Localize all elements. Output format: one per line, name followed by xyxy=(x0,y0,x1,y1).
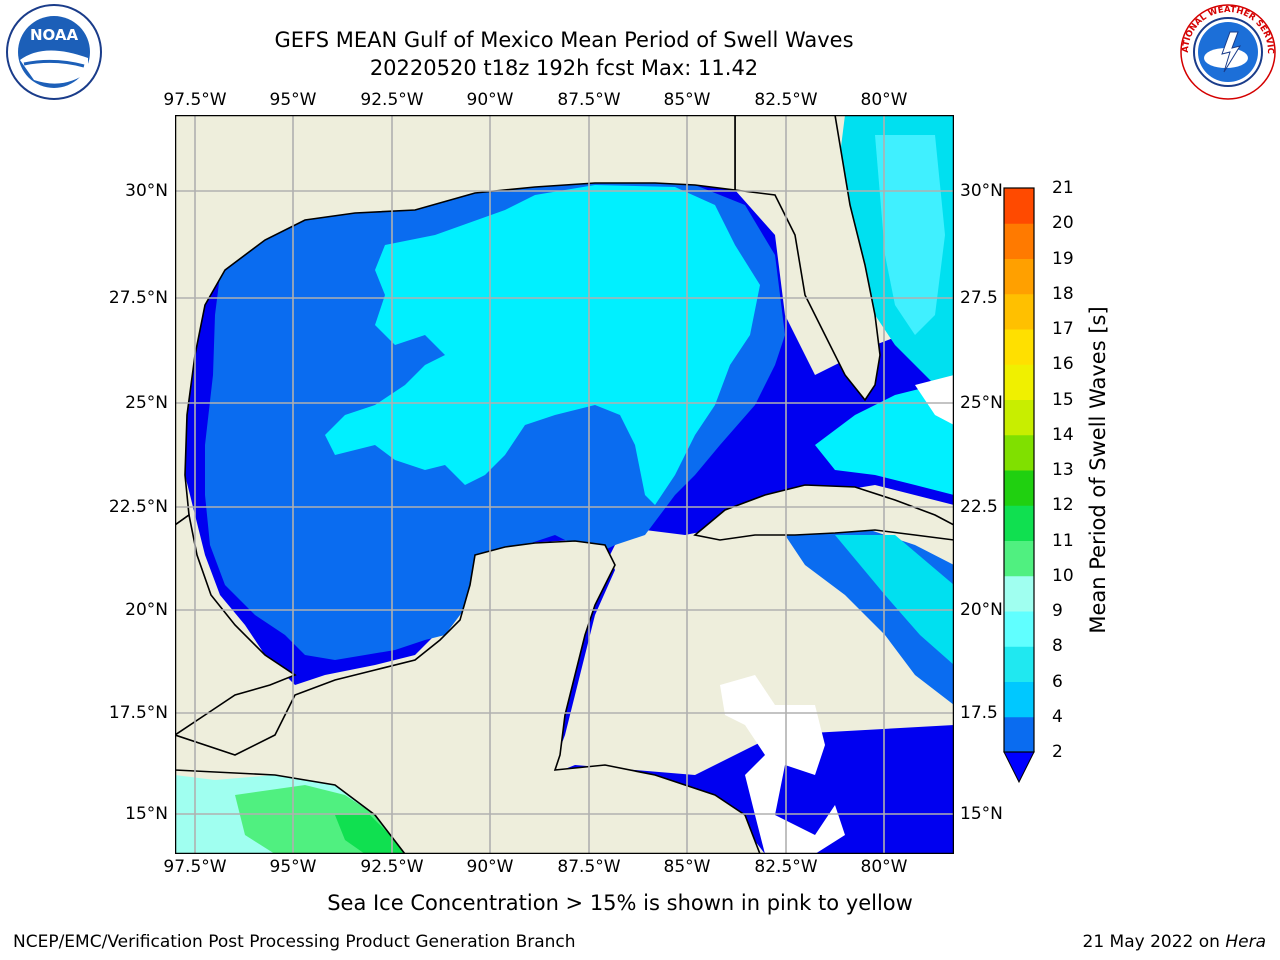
colorbar-band xyxy=(1004,399,1034,436)
colorbar xyxy=(1003,187,1035,784)
chart-title: GEFS MEAN Gulf of Mexico Mean Period of … xyxy=(274,28,854,52)
colorbar-tick-label: 6 xyxy=(1052,671,1063,692)
lat-tick-left: 17.5°N xyxy=(108,703,168,723)
us-coast-land xyxy=(175,115,736,526)
lon-tick-top: 92.5°W xyxy=(360,90,424,110)
lat-tick-left: 27.5°N xyxy=(108,288,168,308)
lon-tick-bottom: 90°W xyxy=(466,857,514,877)
colorbar-band xyxy=(1004,188,1034,224)
footer-host: Hera xyxy=(1225,932,1266,952)
colorbar-band xyxy=(1004,364,1034,400)
yucatan-land xyxy=(175,540,761,854)
colorbar-tick-label: 19 xyxy=(1052,248,1074,269)
lon-tick-top: 87.5°W xyxy=(557,90,621,110)
swell-period-map xyxy=(175,115,954,854)
colorbar-band xyxy=(1004,611,1034,647)
colorbar-tick-label: 14 xyxy=(1052,424,1074,445)
lat-tick-right: 27.5 xyxy=(960,288,998,308)
colorbar-tick-label: 10 xyxy=(1052,565,1074,586)
caribbean-cyan xyxy=(835,535,954,665)
colorbar-label: Mean Period of Swell Waves [s] xyxy=(1086,306,1110,634)
footer-date: 21 May 2022 on Hera xyxy=(1083,932,1267,952)
lat-tick-right: 15°N xyxy=(960,804,1003,824)
lon-tick-top: 85°W xyxy=(663,90,711,110)
colorbar-tick-label: 9 xyxy=(1052,601,1063,621)
colorbar-band xyxy=(1004,505,1034,541)
gulf-cyan-region xyxy=(325,185,760,505)
lat-tick-left: 22.5°N xyxy=(108,497,168,517)
colorbar-tick-label: 18 xyxy=(1052,283,1074,304)
colorbar-tick-label: 17 xyxy=(1052,319,1074,339)
lon-tick-top: 82.5°W xyxy=(754,90,818,110)
colorbar-frame xyxy=(1003,187,1035,753)
lat-tick-right: 20°N xyxy=(960,600,1003,620)
noaa-wordmark: NOAA xyxy=(30,26,79,44)
lon-tick-bottom: 85°W xyxy=(663,857,711,877)
colorbar-band xyxy=(1004,434,1034,471)
colorbar-tick-label: 4 xyxy=(1052,706,1063,727)
nws-logo: NATIONAL WEATHER SERVICE xyxy=(1178,2,1276,100)
florida-land xyxy=(734,115,881,402)
colorbar-tick-label: 21 xyxy=(1052,178,1074,198)
footer-credit: NCEP/EMC/Verification Post Processing Pr… xyxy=(13,932,576,952)
colorbar-tick-label: 13 xyxy=(1052,460,1074,480)
lon-tick-bottom: 97.5°W xyxy=(163,857,227,877)
lon-tick-bottom: 95°W xyxy=(269,857,317,877)
atlantic-light-cyan xyxy=(875,135,945,335)
lat-tick-left: 25°N xyxy=(125,393,168,413)
colorbar-band xyxy=(1004,575,1034,612)
colorbar-band xyxy=(1004,329,1034,365)
nodata-patch xyxy=(720,675,845,854)
lon-tick-bottom: 82.5°W xyxy=(754,857,818,877)
colorbar-band xyxy=(1004,293,1034,330)
lon-tick-top: 80°W xyxy=(860,90,908,110)
graticule xyxy=(175,115,954,854)
colorbar-band xyxy=(1004,646,1034,682)
nodata-patch xyxy=(915,375,954,425)
colorbar-band xyxy=(1004,540,1034,577)
noaa-logo: NOAA xyxy=(6,4,102,100)
lon-tick-top: 90°W xyxy=(466,90,514,110)
colorbar-band xyxy=(1004,681,1034,718)
colorbar-tick-label: 16 xyxy=(1052,354,1074,375)
lon-tick-bottom: 92.5°W xyxy=(360,857,424,877)
sea-ice-note: Sea Ice Concentration > 15% is shown in … xyxy=(0,891,1280,915)
lon-tick-top: 97.5°W xyxy=(163,90,227,110)
lat-tick-right: 22.5 xyxy=(960,497,998,517)
colorbar-extend-arrow xyxy=(1003,751,1035,784)
colorbar-band xyxy=(1004,258,1034,295)
colorbar-tick-label: 15 xyxy=(1052,389,1074,410)
lat-tick-right: 25°N xyxy=(960,393,1003,413)
colorbar-tick-label: 2 xyxy=(1052,742,1063,762)
colorbar-band xyxy=(1004,716,1034,753)
lat-tick-right: 17.5 xyxy=(960,703,998,723)
lat-tick-left: 20°N xyxy=(125,600,168,620)
map-frame xyxy=(175,115,954,854)
lon-tick-bottom: 87.5°W xyxy=(557,857,621,877)
footer-date-text: 21 May 2022 on xyxy=(1082,932,1226,952)
lat-tick-left: 15°N xyxy=(125,804,168,824)
colorbar-tick-label: 20 xyxy=(1052,213,1074,234)
pacific-bright-green xyxy=(335,815,405,854)
cuba-land xyxy=(693,484,954,541)
chart-subtitle: 20220520 t18z 192h fcst Max: 11.42 xyxy=(369,56,759,80)
lat-tick-left: 30°N xyxy=(125,181,168,201)
lon-tick-bottom: 80°W xyxy=(860,857,908,877)
colorbar-tick-label: 11 xyxy=(1052,530,1074,551)
lat-tick-right: 30°N xyxy=(960,181,1003,201)
colorbar-band xyxy=(1004,470,1034,506)
colorbar-tick-label: 8 xyxy=(1052,636,1063,657)
sea-ice-note-text: Sea Ice Concentration > 15% is shown in … xyxy=(327,891,913,915)
colorbar-band xyxy=(1004,223,1034,259)
lon-tick-top: 95°W xyxy=(269,90,317,110)
colorbar-tick-label: 12 xyxy=(1052,495,1074,516)
